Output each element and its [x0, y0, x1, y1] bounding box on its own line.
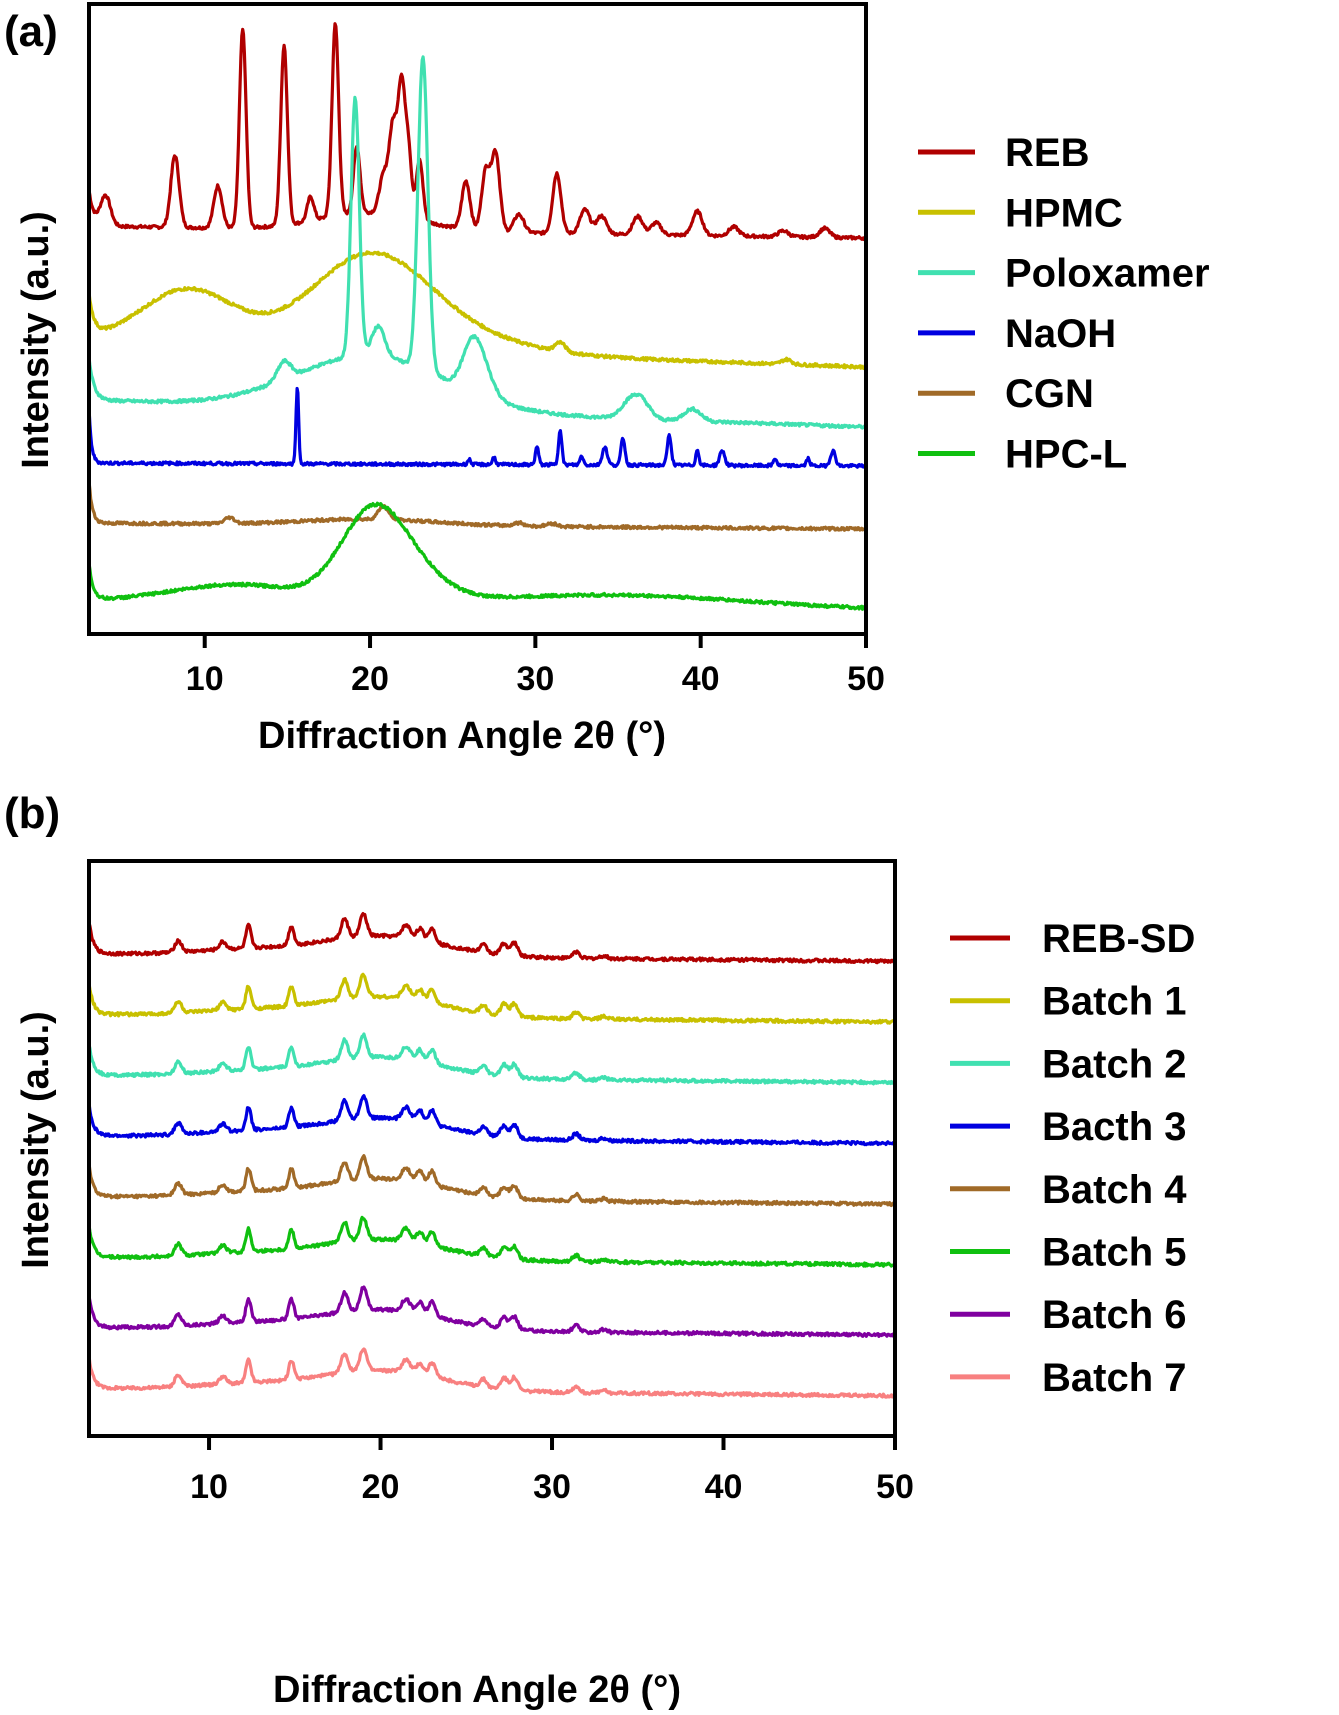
legend-label: Batch 6 [1042, 1293, 1187, 1337]
legend-label: CGN [1005, 372, 1094, 416]
panel-a-label: (a) [4, 7, 58, 56]
series-line-batch-4 [87, 1154, 896, 1208]
panel-a-y-axis-title: Intensity (a.u.) [15, 211, 57, 469]
series-line-cgn [87, 481, 868, 532]
panel-a-frame [87, 2, 868, 636]
legend-label: Batch 1 [1042, 980, 1187, 1024]
series-line-hpc-l [87, 501, 868, 611]
panel-a-x-axis-title: Diffraction Angle 2θ (°) [258, 715, 666, 757]
legend-label: REB-SD [1042, 917, 1195, 961]
panel-a-plot-area [87, 22, 868, 611]
panel-b-x-ticks: 10 20 30 40 50 [190, 1436, 914, 1506]
series-line-batch-5 [87, 1215, 896, 1268]
legend-label: Batch 7 [1042, 1356, 1187, 1400]
legend-label: NaOH [1005, 312, 1116, 356]
legend-label: HPMC [1005, 191, 1123, 235]
legend-label: Poloxamer [1005, 252, 1210, 296]
legend-label: REB [1005, 131, 1089, 175]
panel-b: (b) 10 20 30 40 50 Diffraction Angle 2θ (°) … [4, 789, 1195, 1711]
legend-label: Bacth 3 [1042, 1105, 1187, 1149]
panel-b-legend: REB-SD Batch 1 Batch 2 Bacth 3 Batch 4 Batch … [950, 917, 1195, 1400]
series-line-poloxamer [87, 55, 868, 430]
panel-a: (a) 10 20 30 40 50 Diffraction Angle 2θ (°) … [4, 2, 1210, 757]
series-line-bacth-3 [87, 1094, 896, 1147]
panel-b-plot-area [87, 912, 897, 1399]
x-tick-label: 20 [362, 1468, 400, 1506]
x-tick-label: 40 [682, 660, 720, 698]
legend-label: Batch 4 [1042, 1168, 1187, 1212]
legend-label: Batch 5 [1042, 1231, 1187, 1275]
panel-b-frame [87, 859, 897, 1438]
series-line-batch-2 [87, 1032, 896, 1086]
series-line-reb-sd [87, 912, 896, 965]
x-tick-label: 50 [876, 1468, 914, 1506]
x-tick-label: 40 [705, 1468, 743, 1506]
x-tick-label: 30 [516, 660, 554, 698]
panel-a-legend: REB HPMC Poloxamer NaOH CGN HPC-L [918, 131, 1210, 477]
panel-b-y-axis-title: Intensity (a.u.) [15, 1011, 57, 1269]
panel-b-label: (b) [4, 789, 60, 838]
legend-label: Batch 2 [1042, 1042, 1187, 1086]
series-line-batch-6 [87, 1285, 897, 1338]
x-tick-label: 30 [533, 1468, 571, 1506]
panel-b-x-axis-title: Diffraction Angle 2θ (°) [273, 1669, 681, 1711]
series-line-batch-1 [87, 972, 897, 1025]
series-line-batch-7 [87, 1347, 897, 1399]
panel-a-x-ticks: 10 20 30 40 50 [186, 634, 885, 698]
x-tick-label: 20 [351, 660, 389, 698]
x-tick-label: 10 [186, 660, 224, 698]
series-line-hpmc [87, 250, 868, 370]
series-line-naoh [87, 386, 868, 469]
x-tick-label: 50 [847, 660, 885, 698]
x-tick-label: 10 [190, 1468, 228, 1506]
series-line-reb [87, 22, 867, 241]
legend-label: HPC-L [1005, 433, 1127, 477]
